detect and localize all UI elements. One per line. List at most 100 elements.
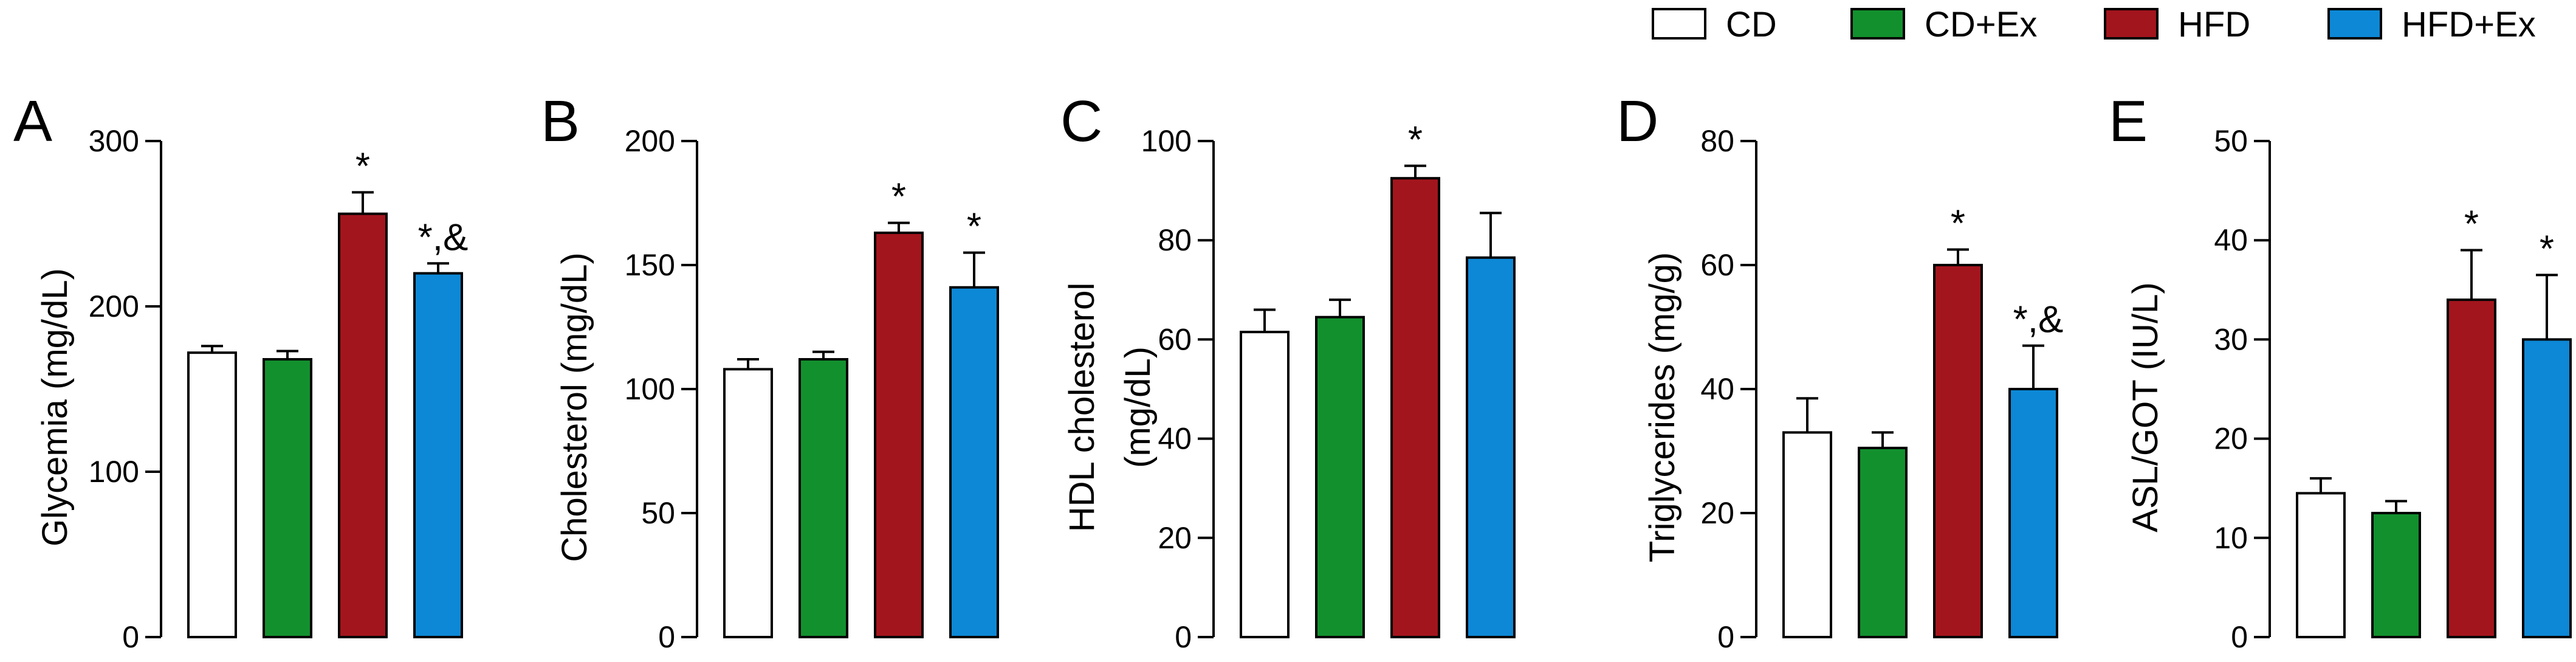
bar-cd-ex (799, 350, 848, 638)
bar-rect (1315, 315, 1365, 638)
bar-rect (723, 368, 773, 638)
panel-d: D Triglycerides (mg/g) 0 20 40 60 80 * *,& (1616, 89, 2063, 654)
bar-cd (723, 358, 773, 638)
y-axis-label: (mg/dL) (1118, 347, 1158, 468)
y-tick-label: 10 (2214, 521, 2248, 555)
y-tick-label: 100 (1141, 124, 1192, 158)
y-axis-label: ASL/GOT (IU/L) (2126, 282, 2165, 532)
significance-label: * (891, 176, 906, 218)
panel-a: A Glycemia (mg/dL) 0 100 200 300 * *,& (13, 89, 468, 654)
significance-label: * (1951, 203, 1965, 245)
y-tick-label: 40 (1700, 372, 1734, 406)
significance-label: * (1408, 119, 1423, 161)
bar-hfd: * (338, 145, 388, 638)
significance-label: *,& (418, 216, 469, 258)
panel-letter: C (1060, 89, 1102, 154)
y-tick-label: 50 (2214, 124, 2248, 158)
legend-item-cd: CD (1652, 5, 1777, 44)
legend: CD CD+Ex HFD HFD+Ex (1652, 5, 2536, 44)
y-tick-label: 60 (1700, 248, 1734, 282)
y-axis-label: HDL cholesterol (1062, 283, 1102, 532)
bar-rect (187, 351, 237, 638)
y-tick-label: 50 (641, 496, 675, 530)
bar-hfd-ex (1466, 212, 1516, 638)
significance-label: *,& (2013, 299, 2064, 341)
bar-cd (1782, 397, 1832, 639)
bar-rect (1466, 256, 1516, 638)
significance-label: * (355, 145, 370, 187)
bar-rect (1240, 331, 1290, 638)
panel-b: B Cholesterol (mg/dL) 0 50 100 150 200 * * (541, 89, 999, 654)
panel-c: C HDL cholesterol (mg/dL) 0 20 40 60 80 100 * (1060, 89, 1516, 654)
y-tick-label: 0 (122, 620, 139, 654)
y-tick-label: 80 (1700, 124, 1734, 158)
y-tick-label: 30 (2214, 322, 2248, 356)
significance-label: * (967, 206, 981, 248)
y-tick-label: 100 (625, 372, 675, 406)
legend-label: HFD (2178, 5, 2250, 44)
bar-hfd-ex: * (2522, 228, 2572, 639)
y-tick-label: 300 (89, 124, 139, 158)
bar-rect (1933, 264, 1983, 638)
bar-hfd: * (1390, 119, 1440, 638)
panel-letter: A (13, 89, 52, 154)
bar-rect (949, 286, 999, 639)
bar-rect (2296, 492, 2346, 638)
y-tick-label: 80 (1158, 223, 1192, 257)
y-axis-label: Cholesterol (mg/dL) (555, 252, 594, 562)
y-axis-label: Triglycerides (mg/g) (1643, 252, 1682, 562)
y-tick-label: 20 (1158, 521, 1192, 555)
bar-hfd: * (1933, 203, 1983, 638)
bar-hfd: * (874, 176, 924, 638)
y-axis-label: Glycemia (mg/dL) (35, 268, 75, 546)
y-tick-label: 40 (2214, 223, 2248, 257)
significance-label: * (2540, 228, 2554, 270)
y-tick-label: 20 (1700, 496, 1734, 530)
y-tick-label: 200 (625, 124, 675, 158)
bar-cd (2296, 477, 2346, 638)
legend-swatch (1850, 8, 1905, 40)
bar-hfd-ex: *,& (413, 216, 469, 639)
y-tick-label: 0 (1175, 620, 1192, 654)
panel-letter: B (541, 89, 580, 154)
bar-rect (2371, 512, 2421, 638)
y-tick-label: 40 (1158, 422, 1192, 456)
y-tick-label: 150 (625, 248, 675, 282)
legend-label: CD (1726, 5, 1777, 44)
y-tick-label: 100 (89, 455, 139, 489)
legend-item-hfd-ex: HFD+Ex (2327, 5, 2536, 44)
bar-cd-ex (1858, 431, 1908, 639)
significance-label: * (2464, 204, 2479, 246)
bar-hfd-ex: * (949, 206, 999, 639)
legend-item-cd-ex: CD+Ex (1850, 5, 2037, 44)
bar-rect (1782, 431, 1832, 639)
legend-label: HFD+Ex (2402, 5, 2536, 44)
panel-e: E ASL/GOT (IU/L) 0 10 20 30 40 50 * * (2109, 89, 2572, 654)
y-tick-label: 0 (2231, 620, 2248, 654)
legend-swatch (1652, 8, 1706, 40)
bar-rect (338, 212, 388, 638)
bar-rect (1390, 177, 1440, 638)
bar-cd-ex (1315, 298, 1365, 638)
y-tick-label: 60 (1158, 322, 1192, 356)
panel-letter: D (1616, 89, 1658, 154)
bar-hfd-ex: *,& (2008, 299, 2064, 638)
bar-rect (2447, 298, 2496, 638)
bar-rect (1858, 446, 1908, 639)
panel-letter: E (2109, 89, 2148, 154)
bar-cd (1240, 308, 1290, 638)
legend-swatch (2104, 8, 2159, 40)
bar-rect (874, 231, 924, 638)
y-tick-label: 0 (658, 620, 675, 654)
bar-cd-ex (2371, 500, 2421, 638)
y-tick-label: 20 (2214, 422, 2248, 456)
bar-rect (2008, 388, 2058, 638)
y-tick-label: 0 (1717, 620, 1734, 654)
y-tick-label: 200 (89, 289, 139, 323)
legend-swatch (2327, 8, 2382, 40)
bar-rect (413, 272, 463, 639)
legend-label: CD+Ex (1925, 5, 2037, 44)
bar-rect (2522, 338, 2572, 639)
